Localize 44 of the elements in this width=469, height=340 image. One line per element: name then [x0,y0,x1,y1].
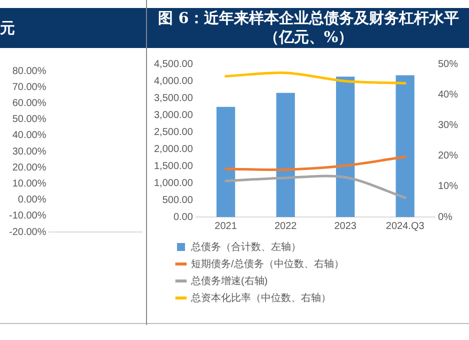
y-tick-label: 1,500.00 [154,160,194,172]
y2-tick-label: 20% [438,150,458,162]
line-series [224,155,406,171]
chart-title: 元 [0,8,146,48]
x-tick-label: 2023 [334,220,357,232]
bar [216,106,236,217]
bar [336,76,355,217]
bar [276,92,295,217]
y-tick-label: 0.00 [173,212,194,223]
x-tick-label: 2024.Q3 [386,220,425,232]
y-tick-label: 1,000.00 [154,178,194,189]
x-tick-label: 2022 [274,220,298,232]
y-tick-label: -20.00% [8,226,46,238]
y-tick-label: 0.00% [18,194,46,206]
y-tick-label: 10.00% [12,178,46,190]
legend-label: 短期债务/总债务（中位数、右轴） [191,258,344,270]
y-tick-label: 20.00% [12,162,46,174]
y-tick-label: 500.00 [162,194,194,206]
y-tick-label: 4,500.00 [154,58,194,70]
y-tick-label: 4,000.00 [154,76,194,87]
line-series [224,72,406,85]
y-tick-label: 80.00% [12,66,46,77]
y-tick-label: -10.00% [8,210,46,222]
y2-tick-label: 10% [438,181,458,192]
y-tick-label: 3,500.00 [154,92,194,104]
y-tick-label: 70.00% [12,82,46,93]
bar [396,75,414,217]
y-tick-label: 3,000.00 [154,110,194,121]
y-tick-label: 2,000.00 [154,144,194,155]
y-tick-label: 30.00% [12,146,46,158]
y2-tick-label: 30% [438,120,458,131]
chart-title: 图 6：近年来样本企业总债务及财务杠杆水平（亿元、%） [147,8,469,48]
legend-label: 总债务（合计数、左轴） [190,240,301,253]
legend-label: 总债务增速(右轴) [190,274,268,287]
y-tick-label: 50.00% [12,114,46,126]
y2-tick-label: 50% [438,58,458,70]
y-tick-label: 60.00% [12,98,46,109]
y-tick-label: 2,500.00 [154,126,194,138]
x-tick-label: 2021 [214,220,238,232]
y-tick-label: 40.00% [12,130,46,142]
y2-tick-label: 0% [438,212,453,223]
legend-label: 总资本化比率（中位数、右轴） [190,292,331,304]
line-series [224,174,406,199]
y2-tick-label: 40% [438,89,458,100]
